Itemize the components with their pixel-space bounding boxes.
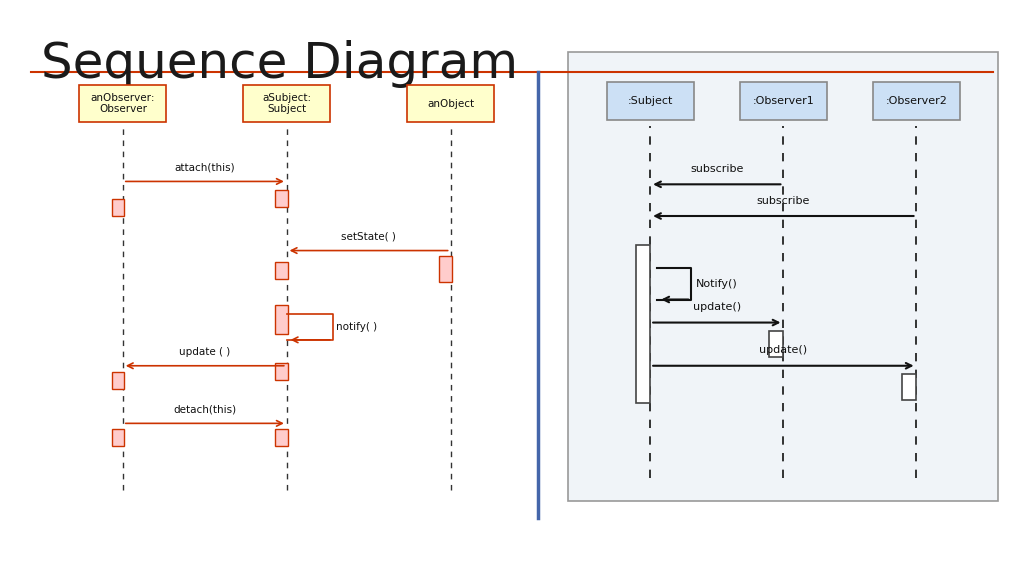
- Bar: [275, 305, 288, 334]
- Bar: [439, 256, 452, 282]
- Text: aSubject:
Subject: aSubject: Subject: [262, 93, 311, 115]
- Text: subscribe: subscribe: [690, 164, 743, 174]
- FancyBboxPatch shape: [408, 85, 495, 123]
- FancyBboxPatch shape: [606, 82, 694, 120]
- Text: :Observer2: :Observer2: [886, 96, 947, 106]
- Text: setState( ): setState( ): [341, 232, 396, 242]
- Bar: [112, 372, 124, 389]
- Text: update(): update(): [760, 346, 807, 355]
- Text: anObserver:
Observer: anObserver: Observer: [91, 93, 155, 115]
- Bar: [902, 374, 916, 400]
- FancyBboxPatch shape: [244, 85, 330, 123]
- Bar: [275, 429, 288, 446]
- FancyBboxPatch shape: [568, 52, 998, 501]
- Bar: [275, 363, 288, 380]
- Text: Notify(): Notify(): [696, 279, 738, 289]
- Text: Sequence Diagram: Sequence Diagram: [41, 40, 518, 88]
- Text: attach(this): attach(this): [174, 163, 236, 173]
- FancyBboxPatch shape: [739, 82, 827, 120]
- Text: :Observer1: :Observer1: [753, 96, 814, 106]
- Text: :Subject: :Subject: [628, 96, 673, 106]
- Text: update ( ): update ( ): [179, 347, 230, 357]
- Text: notify( ): notify( ): [336, 322, 377, 332]
- Text: subscribe: subscribe: [757, 196, 810, 206]
- Bar: [769, 331, 783, 357]
- Bar: [275, 190, 288, 207]
- Bar: [112, 199, 124, 216]
- Bar: [275, 262, 288, 279]
- FancyBboxPatch shape: [79, 85, 166, 123]
- Text: detach(this): detach(this): [173, 405, 237, 415]
- Bar: [636, 245, 650, 403]
- Bar: [112, 429, 124, 446]
- Text: update(): update(): [693, 302, 740, 312]
- FancyBboxPatch shape: [872, 82, 961, 120]
- Text: anObject: anObject: [427, 98, 474, 109]
